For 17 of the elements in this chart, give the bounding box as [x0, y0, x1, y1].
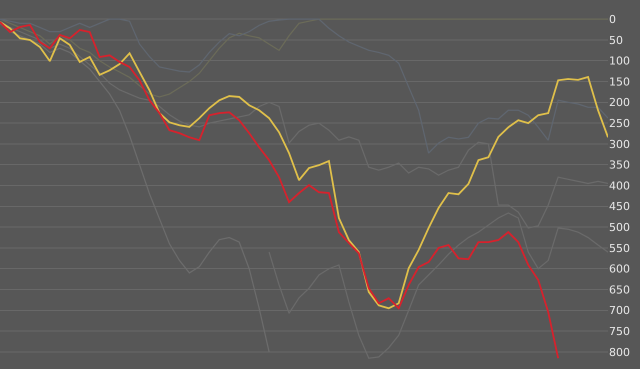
y-tick-label: 500	[609, 220, 630, 234]
y-tick-label: 600	[609, 262, 630, 276]
y-tick-label: 800	[609, 346, 630, 359]
y-tick-label: 50	[609, 34, 623, 47]
y-tick-label: 700	[609, 304, 630, 318]
y-tick-label: 150	[609, 75, 630, 88]
y-tick-label: 300	[609, 138, 630, 151]
y-tick-label: 400	[609, 179, 630, 192]
y-tick-label: 650	[609, 283, 630, 296]
y-tick-label: 750	[609, 324, 630, 338]
y-tick-label: 250	[609, 116, 630, 130]
y-tick-label: 100	[609, 54, 630, 68]
y-tick-label: 550	[609, 242, 630, 255]
y-tick-label: 0	[609, 12, 616, 26]
y-tick-label: 350	[609, 158, 630, 172]
y-tick-label: 450	[609, 200, 630, 214]
y-tick-label: 200	[609, 96, 630, 110]
